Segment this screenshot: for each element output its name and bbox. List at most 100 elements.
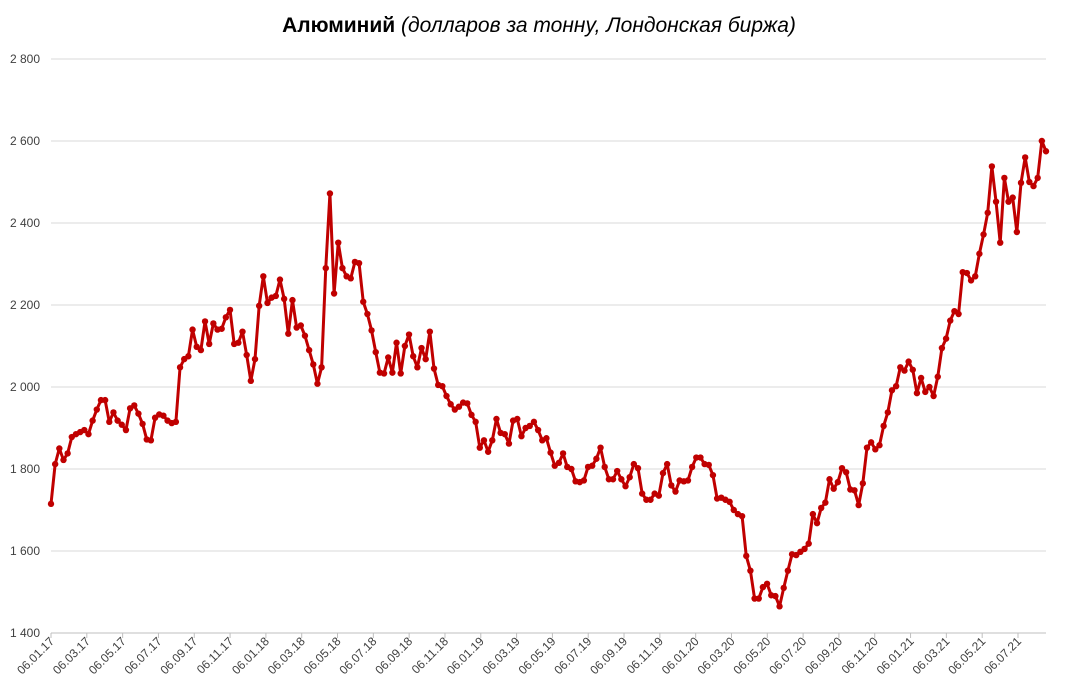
data-point (310, 361, 317, 368)
y-tick-label: 2 600 (10, 134, 40, 148)
data-point (738, 512, 746, 520)
data-point (114, 417, 121, 424)
x-tick-label: 06.09.18 (372, 634, 415, 677)
data-point (1017, 179, 1025, 187)
x-tick-label: 06.01.20 (659, 634, 702, 677)
data-point (822, 499, 829, 506)
data-point (638, 490, 646, 497)
data-point (430, 365, 438, 372)
x-tick-label: 06.03.17 (50, 634, 93, 677)
data-point (110, 409, 117, 416)
data-point (93, 406, 100, 413)
y-tick-label: 2 400 (10, 216, 40, 230)
data-point (347, 275, 354, 282)
x-tick-label: 06.05.17 (86, 634, 129, 677)
data-point (389, 369, 396, 376)
data-point (997, 239, 1004, 246)
data-point (622, 483, 629, 490)
data-point (305, 346, 313, 354)
data-point (505, 440, 513, 447)
data-point (784, 567, 792, 574)
data-point (613, 467, 621, 475)
data-point (905, 358, 912, 365)
data-point (222, 314, 230, 321)
data-point (976, 250, 983, 257)
y-tick-label: 1 800 (10, 462, 40, 476)
data-point (484, 448, 492, 455)
data-point (226, 306, 234, 314)
data-point (838, 464, 846, 472)
data-point (772, 592, 779, 600)
data-point (580, 477, 588, 484)
data-point (489, 437, 496, 444)
data-point (526, 422, 533, 430)
data-point (518, 433, 525, 440)
data-point (501, 430, 508, 438)
data-point (659, 469, 667, 477)
data-point (405, 331, 413, 338)
data-point (867, 439, 875, 446)
data-point (464, 400, 471, 407)
data-point (414, 364, 421, 371)
data-point (663, 460, 671, 468)
y-tick-label: 1 400 (10, 626, 40, 640)
data-point (1009, 194, 1016, 201)
y-axis: 1 400 1 600 1 800 2 000 2 200 2 400 2 600 2 800 (10, 52, 40, 640)
data-point (447, 401, 454, 408)
x-tick-label: 06.09.19 (587, 634, 630, 677)
data-point (326, 190, 334, 197)
data-point (842, 469, 850, 476)
data-point (801, 545, 808, 553)
data-point (568, 465, 575, 473)
data-point (884, 409, 891, 416)
data-point (1042, 148, 1050, 155)
data-point (443, 392, 450, 400)
x-tick-label: 06.09.20 (802, 634, 845, 677)
data-point (418, 344, 425, 352)
data-point (51, 460, 59, 468)
data-point (385, 354, 392, 361)
data-point (601, 463, 608, 471)
data-point (926, 383, 933, 391)
data-point (755, 595, 762, 602)
chart-title: Алюминий (долларов за тонну, Лондонская … (0, 14, 1078, 38)
data-point (122, 426, 130, 434)
data-point (239, 328, 246, 335)
x-tick-label: 06.07.20 (766, 634, 809, 677)
data-point (85, 430, 92, 438)
data-point (872, 446, 879, 453)
x-tick-label: 06.01.17 (14, 634, 57, 677)
data-point (805, 540, 812, 547)
data-point (826, 476, 833, 483)
data-point (967, 277, 975, 284)
data-point (318, 364, 325, 371)
x-tick-label: 06.07.19 (551, 634, 594, 677)
data-point (172, 418, 180, 426)
data-point (397, 370, 404, 377)
x-tick-label: 06.09.17 (157, 634, 200, 677)
data-point (930, 392, 937, 400)
x-tick-label: 06.03.18 (265, 634, 308, 677)
data-point (597, 444, 604, 451)
data-point (322, 264, 329, 272)
data-point (393, 339, 400, 346)
data-point (368, 327, 375, 334)
data-point (1001, 174, 1008, 182)
data-point (118, 421, 125, 428)
data-point (618, 476, 625, 483)
data-point (480, 437, 488, 444)
data-point (655, 492, 663, 499)
x-tick-label: 06.03.19 (480, 634, 523, 677)
data-point (963, 269, 971, 277)
data-point (455, 403, 463, 410)
data-point (589, 462, 596, 469)
data-point (255, 302, 263, 310)
data-point (980, 231, 987, 238)
data-point (360, 298, 367, 305)
data-point (264, 299, 271, 307)
data-point (422, 355, 429, 363)
data-point (372, 348, 379, 356)
data-point (247, 377, 255, 385)
data-point (260, 273, 267, 280)
data-point (776, 603, 783, 610)
